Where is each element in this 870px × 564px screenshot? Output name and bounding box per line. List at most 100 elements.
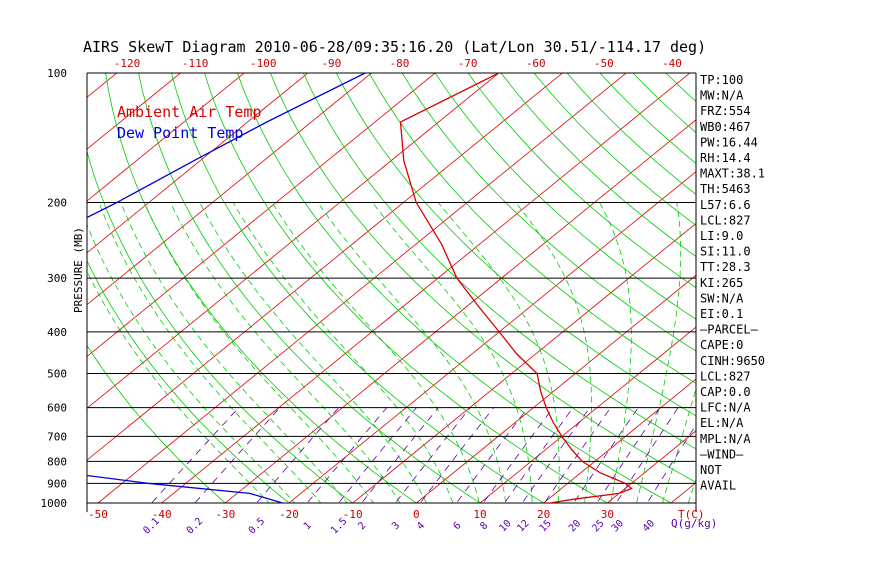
index-readout: TH:5463: [700, 182, 751, 196]
pressure-tick-label: 700: [47, 430, 67, 443]
isotherm-line: [0, 63, 1, 512]
index-readout: RH:14.4: [700, 151, 751, 165]
mixing-ratio-tick-label: 8: [478, 520, 490, 532]
index-readout: LFC:N/A: [700, 401, 751, 415]
top-temp-tick-label: -120: [114, 57, 141, 70]
isotherm-line: [214, 63, 765, 512]
dry-adiabat-line: [501, 73, 870, 503]
index-readout: MAXT:38.1: [700, 167, 765, 181]
moist-adiabat-line: [272, 202, 482, 512]
index-readout: SI:11.0: [700, 245, 751, 259]
isotherm-line: [660, 63, 870, 512]
index-readout: LI:9.0: [700, 229, 743, 243]
dry-adiabat-line: [798, 73, 870, 503]
moist-adiabat-line: [634, 202, 680, 512]
index-readout: L57:6.6: [700, 198, 751, 212]
bottom-temp-tick-label: 30: [601, 508, 614, 521]
mixing-ratio-line: [611, 408, 679, 512]
dry-adiabat-line: [831, 73, 870, 503]
index-readout: CAPE:0: [700, 338, 743, 352]
index-readout: EI:0.1: [700, 307, 743, 321]
dry-adiabat-line: [468, 73, 870, 503]
index-readout: CINH:9650: [700, 354, 765, 368]
dry-adiabat-line: [765, 73, 870, 503]
top-temp-tick-label: -60: [526, 57, 546, 70]
bottom-temp-tick-label: 20: [537, 508, 550, 521]
index-readout: TP:100: [700, 73, 743, 87]
dry-adiabat-line: [237, 73, 671, 503]
pressure-tick-label: 600: [47, 402, 67, 415]
bottom-temp-tick-label: -20: [279, 508, 299, 521]
mixing-ratio-line: [477, 408, 553, 512]
moist-adiabat-line: [170, 202, 405, 512]
index-readout: KI:265: [700, 276, 743, 290]
isotherm-line: [469, 63, 870, 512]
temperature-profile-line: [401, 73, 632, 503]
mixing-ratio-tick-label: 1: [302, 520, 314, 532]
bottom-temp-tick-label: -30: [215, 508, 235, 521]
isotherm-line: [341, 63, 870, 512]
mixing-ratio-tick-label: 0.2: [185, 516, 206, 537]
mixing-ratio-tick-label: 10: [498, 518, 514, 534]
mixing-ratio-line: [642, 408, 707, 512]
moist-adiabat-line: [79, 202, 303, 512]
mixing-ratio-line: [143, 408, 238, 512]
pressure-tick-label: 400: [47, 326, 67, 339]
mixing-ratio-tick-label: 20: [567, 518, 583, 534]
mixing-ratio-tick-label: 3: [390, 520, 402, 532]
mixing-ratio-tick-label: 6: [451, 520, 463, 532]
isotherm-line: [23, 63, 574, 512]
index-readout: LCL:827: [700, 369, 751, 383]
mixing-ratio-line: [413, 408, 493, 512]
bottom-temp-tick-label: -50: [88, 508, 108, 521]
index-readout: PW:16.44: [700, 135, 758, 149]
pressure-tick-label: 100: [47, 67, 67, 80]
mixing-ratio-tick-label: 12: [515, 518, 531, 534]
dry-adiabat-line: [336, 73, 862, 503]
mixing-ratio-line: [591, 408, 660, 512]
mixing-ratio-tick-label: 2: [356, 520, 368, 532]
y-axis-label: PRESSURE (MB): [72, 227, 85, 313]
mixing-ratio-line: [355, 408, 439, 512]
dry-adiabat-line: [402, 73, 870, 503]
isotherm-line: [787, 63, 870, 512]
mixing-ratio-line: [450, 408, 528, 512]
index-readout: TT:28.3: [700, 260, 751, 274]
top-temp-tick-label: -110: [182, 57, 209, 70]
mixing-ratio-tick-label: 4: [415, 520, 427, 532]
index-readout: SW:N/A: [700, 291, 744, 305]
moist-adiabat-line: [144, 202, 379, 512]
top-temp-tick-label: -40: [662, 57, 682, 70]
moist-adiabat-line: [372, 202, 532, 512]
index-readout: FRZ:554: [700, 104, 751, 118]
top-temp-tick-label: -70: [458, 57, 478, 70]
moist-adiabat-line: [438, 202, 559, 512]
chart-title: AIRS SkewT Diagram 2010-06-28/09:35:16.2…: [83, 38, 706, 56]
dry-adiabat-line: [369, 73, 870, 503]
top-temp-tick-label: -90: [321, 57, 341, 70]
top-temp-tick-label: -80: [390, 57, 410, 70]
legend-dewpoint-temp: Dew Point Temp: [117, 124, 243, 142]
index-readout: EL:N/A: [700, 416, 744, 430]
dry-adiabat-line: [864, 73, 870, 503]
bottom-temp-tick-label: -10: [343, 508, 363, 521]
mixing-ratio-tick-label: 40: [641, 518, 657, 534]
index-readout: MW:N/A: [700, 89, 744, 103]
top-temp-tick-label: -100: [250, 57, 277, 70]
pressure-tick-label: 200: [47, 196, 67, 209]
legend-ambient-temp: Ambient Air Temp: [117, 103, 262, 121]
index-readout: MPL:N/A: [700, 432, 751, 446]
pressure-tick-label: 300: [47, 272, 67, 285]
pressure-tick-label: 1000: [41, 497, 68, 510]
bottom-temp-tick-label: 10: [473, 508, 486, 521]
mixing-ratio-line: [498, 408, 573, 512]
index-readout: WB0:467: [700, 120, 751, 134]
isotherm-line: [405, 63, 870, 512]
moist-adiabat-line: [233, 202, 456, 512]
mixing-ratio-tick-label: 0.5: [247, 516, 268, 537]
index-readout: —WIND—: [700, 447, 744, 461]
isotherm-line: [0, 63, 65, 512]
pressure-tick-label: 900: [47, 477, 67, 490]
index-readout: AVAIL: [700, 479, 736, 493]
